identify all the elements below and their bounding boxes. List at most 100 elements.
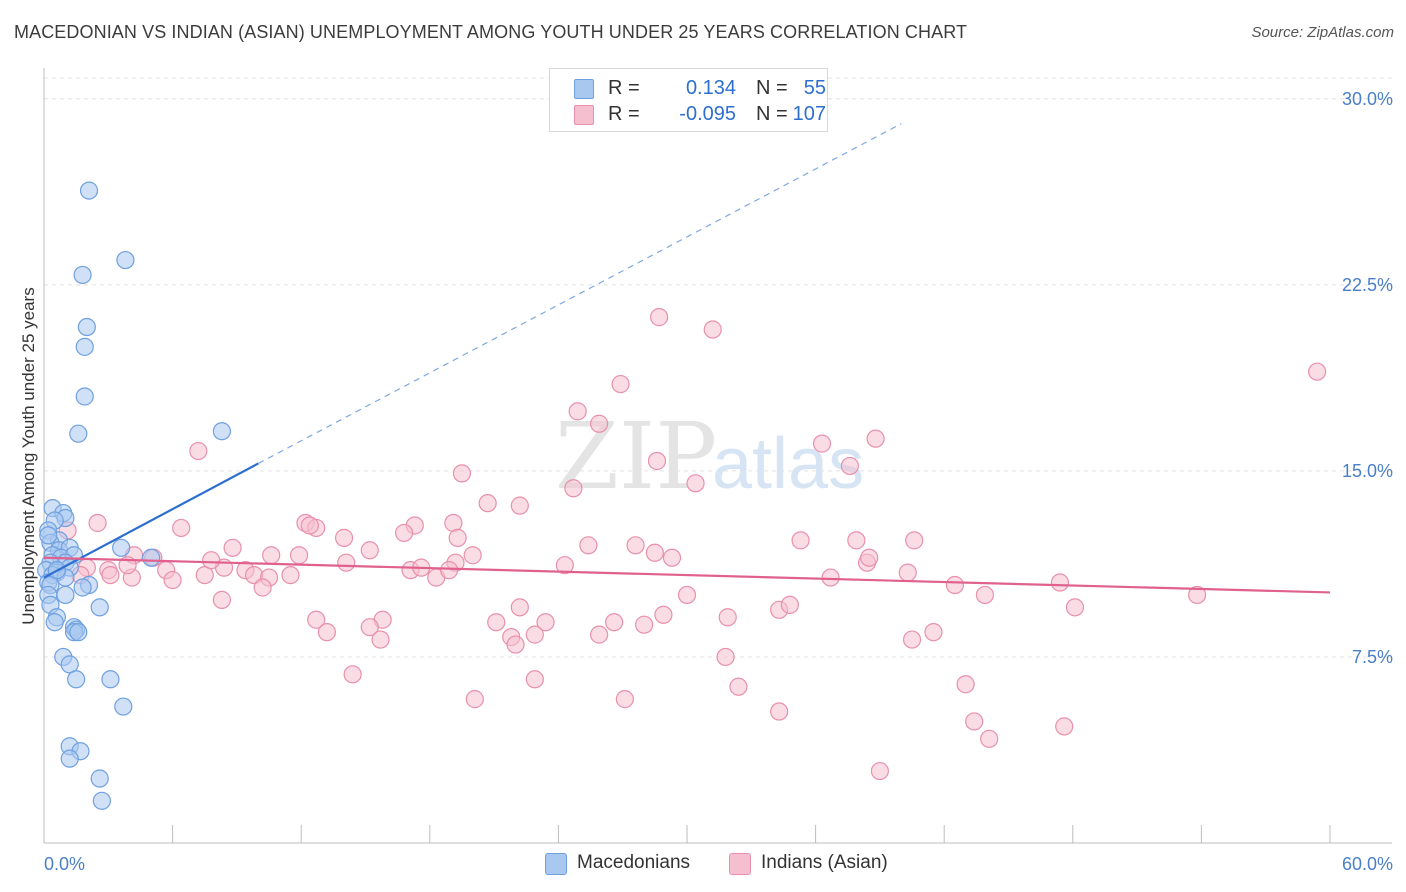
point-indian-asian <box>847 531 866 550</box>
x-tick-label: 0.0% <box>44 854 85 874</box>
point-indian-asian <box>898 563 917 582</box>
point-indian-asian <box>791 531 810 550</box>
point-indian-asian <box>635 615 654 634</box>
series-legend: Macedonians Indians (Asian) <box>0 852 1406 876</box>
point-indian-asian <box>510 496 529 515</box>
point-indian-asian <box>626 536 645 555</box>
point-indian-asian <box>866 429 885 448</box>
point-indian-asian <box>334 528 354 547</box>
point-indian-asian <box>579 536 598 555</box>
legend-r-value: 0.134 <box>685 77 736 99</box>
correlation-legend: R = 0.134 N = 55 R = -0.095 N = 107 <box>549 68 828 132</box>
legend-swatch-macedonians <box>545 853 567 875</box>
point-indian-asian <box>452 464 472 483</box>
watermark-atlas: atlas <box>712 424 864 504</box>
point-indian-asian <box>202 551 221 570</box>
point-macedonian <box>69 623 88 642</box>
y-tick-label: 7.5% <box>1352 647 1393 667</box>
point-indian-asian <box>88 513 107 533</box>
trend-extension-macedonians <box>258 123 902 464</box>
legend-label-indians-asian: Indians (Asian) <box>761 852 888 873</box>
point-indian-asian <box>729 677 748 696</box>
point-indian-asian <box>172 518 191 538</box>
point-indian-asian <box>975 585 995 605</box>
legend-n-label: N = <box>756 77 788 99</box>
trend-lines <box>43 123 1331 594</box>
legend-r-value: -0.095 <box>679 103 736 125</box>
source-label: Source: ZipAtlas.com <box>1251 24 1394 41</box>
point-indian-asian <box>677 585 697 605</box>
point-indian-asian <box>821 568 840 587</box>
legend-r-label: R = <box>608 103 640 125</box>
x-tick-label: 60.0% <box>1342 854 1393 874</box>
point-indian-asian <box>439 561 459 580</box>
point-indian-asian <box>300 516 319 535</box>
series-macedonians <box>37 181 231 810</box>
legend-swatch-indians-asian <box>729 853 751 875</box>
point-indian-asian <box>555 556 574 575</box>
chart-title: MACEDONIAN VS INDIAN (ASIAN) UNEMPLOYMEN… <box>14 22 968 42</box>
point-macedonian <box>101 670 120 689</box>
point-indian-asian <box>510 598 529 617</box>
point-indian-asian <box>716 647 735 667</box>
point-indian-asian <box>253 578 272 597</box>
point-indian-asian <box>448 528 467 547</box>
legend-n-label: N = <box>756 103 788 125</box>
point-indian-asian <box>463 546 482 565</box>
point-indian-asian <box>163 570 182 590</box>
point-indian-asian <box>615 690 634 709</box>
point-indian-asian <box>718 608 737 627</box>
point-indian-asian <box>525 670 544 689</box>
point-indian-asian <box>1308 362 1327 381</box>
point-indian-asian <box>536 613 555 632</box>
series-indians-asian <box>58 308 1327 781</box>
point-indian-asian <box>289 546 309 565</box>
point-indian-asian <box>965 712 984 731</box>
point-indian-asian <box>1065 598 1085 617</box>
legend-swatch-indians <box>574 105 594 125</box>
point-macedonian <box>69 424 88 443</box>
point-macedonian <box>79 181 99 200</box>
point-macedonian <box>112 538 131 557</box>
point-indian-asian <box>101 565 120 585</box>
point-indian-asian <box>645 543 664 562</box>
point-indian-asian <box>611 374 630 394</box>
point-macedonian <box>60 749 79 768</box>
point-macedonian <box>39 526 58 545</box>
point-macedonian <box>212 422 231 441</box>
point-macedonian <box>45 613 64 632</box>
point-macedonian <box>142 548 161 567</box>
point-macedonian <box>92 791 111 810</box>
point-indian-asian <box>956 675 975 694</box>
point-macedonian <box>114 697 133 716</box>
point-indian-asian <box>905 531 924 550</box>
point-indian-asian <box>212 590 231 609</box>
point-indian-asian <box>487 613 506 632</box>
legend-n-value: 55 <box>803 77 826 99</box>
point-indian-asian <box>812 434 832 453</box>
point-indian-asian <box>654 605 673 624</box>
point-indian-asian <box>317 623 337 642</box>
point-indian-asian <box>525 625 544 644</box>
point-indian-asian <box>590 625 609 644</box>
point-indian-asian <box>770 702 789 721</box>
legend-label-macedonians: Macedonians <box>577 852 691 873</box>
point-indian-asian <box>647 451 667 471</box>
point-indian-asian <box>1050 573 1070 592</box>
point-indian-asian <box>371 630 390 649</box>
point-indian-asian <box>394 523 414 543</box>
point-indian-asian <box>343 665 362 684</box>
point-macedonian <box>77 317 96 337</box>
point-indian-asian <box>980 729 999 748</box>
point-macedonian <box>90 769 109 788</box>
point-indian-asian <box>281 565 300 585</box>
point-indian-asian <box>590 414 609 433</box>
x-tick-labels: 0.0% 60.0% <box>44 854 1393 874</box>
point-indian-asian <box>262 546 281 565</box>
point-indian-asian <box>506 635 525 654</box>
point-indian-asian <box>1188 585 1207 605</box>
point-indian-asian <box>307 610 326 629</box>
point-indian-asian <box>478 494 497 513</box>
point-indian-asian <box>360 618 379 637</box>
legend-swatch-macedonians <box>574 79 594 99</box>
